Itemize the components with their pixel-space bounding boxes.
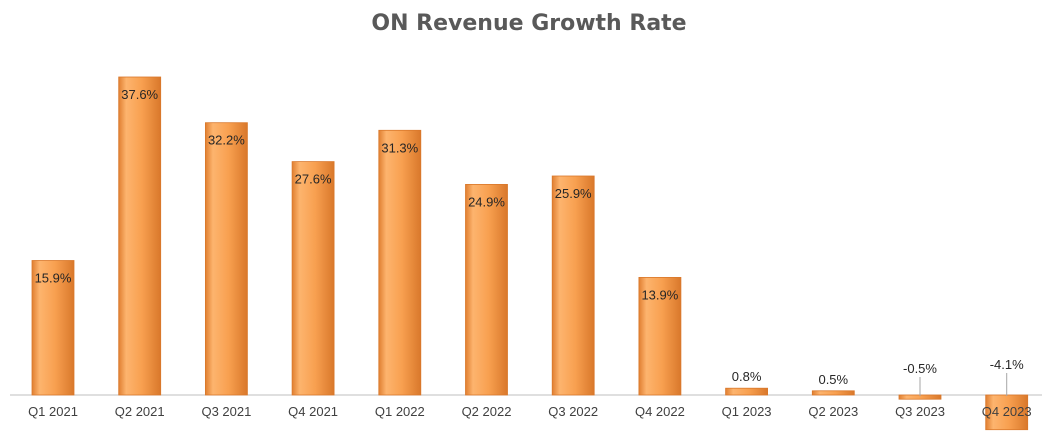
bar-q1-2023 (725, 387, 768, 396)
data-label: 27.6% (295, 172, 332, 187)
x-tick-label: Q1 2022 (375, 404, 425, 419)
bar-group (31, 76, 1029, 431)
bar-q3-2021 (204, 122, 248, 396)
x-tick-label: Q1 2023 (722, 404, 772, 419)
bar-q1-2022 (378, 129, 422, 396)
data-label-group: 15.9% 37.6% 32.2% 27.6% 31.3% 24.9% 25.9% 13.9%… (35, 87, 1025, 387)
data-label: -0.5% (903, 361, 937, 376)
x-tick-label: Q3 2023 (895, 404, 945, 419)
x-tick-label: Q4 2021 (288, 404, 338, 419)
x-tick-label: Q3 2022 (548, 404, 598, 419)
bar-q2-2023 (811, 390, 855, 396)
x-tick-label: Q2 2022 (462, 404, 512, 419)
x-tick-label: Q2 2023 (808, 404, 858, 419)
bar-q1-2021 (31, 260, 75, 396)
leader-line-group (919, 373, 1008, 396)
x-tick-label: Q3 2021 (201, 404, 251, 419)
x-tick-label: Q1 2021 (28, 404, 78, 419)
bar-q3-2022 (551, 175, 595, 396)
x-tick-label: Q2 2021 (115, 404, 165, 419)
data-label: 0.5% (818, 372, 848, 387)
tick-label-group: Q1 2021 Q2 2021 Q3 2021 Q4 2021 Q1 2022 Q2 20… (28, 404, 1032, 419)
data-label: 13.9% (641, 287, 678, 302)
bar-q2-2021 (118, 76, 162, 396)
bar-q4-2023 (985, 394, 1029, 431)
data-label: 37.6% (121, 87, 158, 102)
bar-q4-2022 (638, 276, 682, 396)
data-label: 32.2% (208, 133, 245, 148)
data-label: 24.9% (468, 194, 505, 209)
data-label: 0.8% (732, 369, 762, 384)
data-label: 25.9% (555, 186, 592, 201)
chart-title: ON Revenue Growth Rate (371, 11, 686, 36)
bar-q2-2022 (465, 183, 508, 396)
data-label: 15.9% (35, 271, 72, 286)
data-label: -4.1% (990, 357, 1024, 372)
x-tick-label: Q4 2022 (635, 404, 685, 419)
bar-q4-2021 (291, 161, 335, 396)
data-label: 31.3% (381, 140, 418, 155)
x-tick-label: Q4 2023 (982, 404, 1032, 419)
